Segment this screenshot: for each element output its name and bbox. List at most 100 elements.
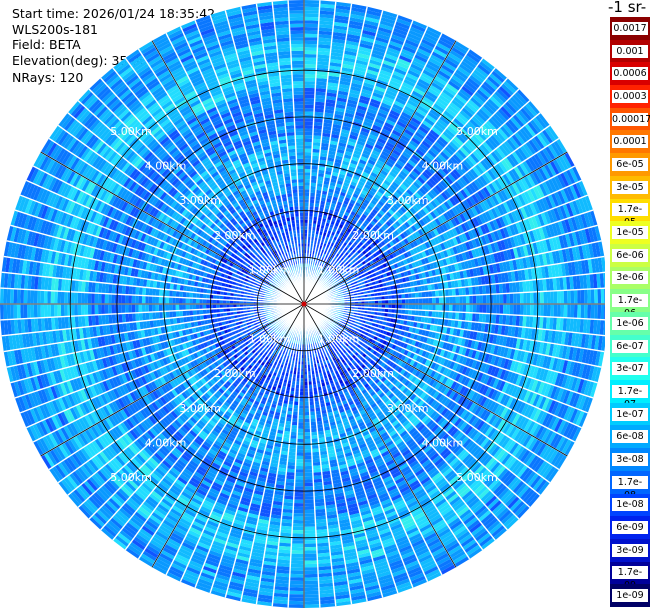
- ppi-cell: [428, 177, 437, 187]
- ppi-cell: [438, 296, 443, 304]
- ppi-cell: [356, 183, 364, 190]
- ppi-cell: [309, 202, 315, 207]
- ppi-cell: [348, 202, 355, 208]
- ppi-cell: [350, 7, 367, 14]
- ppi-cell: [345, 37, 361, 43]
- ppi-cell: [352, 153, 361, 159]
- ppi-cell: [388, 80, 402, 88]
- ppi-cell: [577, 304, 581, 319]
- ppi-cell: [526, 304, 531, 316]
- ppi-cell: [335, 5, 351, 11]
- ppi-cell: [315, 74, 328, 79]
- ppi-cell: [368, 133, 379, 141]
- ppi-cell: [600, 288, 605, 304]
- ppi-cell: [348, 89, 361, 96]
- ppi-cell: [415, 81, 429, 91]
- ppi-cell: [339, 265, 345, 271]
- ppi-cell: [418, 44, 433, 55]
- ppi-cell: [492, 304, 497, 315]
- ppi-cell: [523, 304, 527, 316]
- ppi-cell: [347, 27, 363, 34]
- ppi-cell: [350, 181, 358, 187]
- ppi-cell: [338, 83, 351, 90]
- ppi-cell: [359, 155, 369, 163]
- ppi-cell: [314, 98, 326, 103]
- ppi-cell: [346, 144, 356, 150]
- ppi-cell: [339, 270, 344, 275]
- ppi-cell: [392, 126, 404, 135]
- ppi-cell: [304, 206, 310, 210]
- ppi-cell: [410, 23, 427, 33]
- ppi-cell: [381, 166, 391, 174]
- ppi-cell: [310, 179, 318, 184]
- ppi-cell: [380, 206, 388, 214]
- ppi-cell: [419, 142, 430, 152]
- ppi-cell: [422, 297, 426, 304]
- ppi-cell: [386, 86, 399, 95]
- ppi-cell: [431, 51, 446, 62]
- ppi-cell: [399, 51, 414, 61]
- ppi-cell: [437, 193, 447, 203]
- ppi-cell: [317, 44, 332, 49]
- ppi-cell: [546, 291, 551, 304]
- ppi-cell: [395, 18, 412, 27]
- ppi-cell: [312, 135, 322, 140]
- ppi-cell: [359, 95, 371, 102]
- ppi-cell: [422, 195, 430, 205]
- ppi-cell: [304, 0, 320, 4]
- ppi-cell: [472, 150, 483, 162]
- ppi-cell: [354, 168, 364, 175]
- ppi-cell: [580, 289, 585, 304]
- ppi-cell: [321, 136, 331, 141]
- ppi-cell: [434, 100, 447, 110]
- ppi-cell: [326, 85, 339, 91]
- ppi-cell: [347, 165, 357, 172]
- ppi-cell: [335, 257, 341, 262]
- ppi-cell: [486, 75, 501, 89]
- start-time-text: Start time: 2026/01/24 18:35:42: [12, 6, 216, 21]
- ppi-cell: [393, 191, 402, 199]
- ppi-cell: [304, 185, 311, 190]
- ppi-cell: [403, 178, 413, 186]
- ppi-cell: [408, 139, 420, 149]
- ppi-cell: [319, 149, 329, 154]
- ppi-cell: [329, 137, 340, 143]
- ppi-cell: [363, 19, 380, 27]
- ppi-cell: [353, 118, 364, 125]
- ppi-cell: [312, 145, 321, 150]
- ppi-cell: [344, 109, 356, 115]
- ppi-cell: [454, 115, 467, 126]
- ppi-cell: [325, 201, 332, 207]
- ppi-cell: [319, 13, 335, 19]
- ppi-cell: [424, 29, 441, 40]
- ppi-cell: [514, 91, 528, 106]
- ppi-cell: [358, 158, 368, 166]
- ppi-cell: [411, 304, 416, 310]
- ppi-cell: [448, 140, 460, 152]
- ppi-cell: [324, 173, 332, 179]
- ppi-cell: [324, 278, 328, 283]
- ppi-cell: [348, 17, 365, 24]
- ppi-cell: [519, 292, 524, 304]
- ppi-cell: [465, 312, 470, 322]
- ppi-cell: [502, 103, 515, 117]
- ppi-cell: [374, 36, 390, 44]
- ppi-cell: [393, 178, 402, 186]
- ppi-cell: [362, 82, 375, 89]
- ppi-cell: [419, 122, 432, 132]
- ppi-cell: [384, 53, 399, 62]
- ppi-cell: [329, 261, 334, 266]
- ppi-cell: [594, 288, 598, 304]
- ppi-cell: [457, 163, 467, 175]
- ppi-cell: [491, 93, 505, 106]
- ppi-cell: [333, 260, 338, 265]
- ppi-cell: [375, 33, 391, 41]
- ppi-cell: [431, 126, 443, 136]
- ppi-cell: [319, 156, 328, 161]
- ppi-cell: [414, 164, 424, 174]
- ppi-cell: [355, 143, 365, 150]
- ppi-cell: [377, 156, 387, 164]
- ppi-cell: [409, 63, 424, 73]
- ppi-cell: [449, 296, 453, 304]
- ppi-cell: [323, 273, 328, 278]
